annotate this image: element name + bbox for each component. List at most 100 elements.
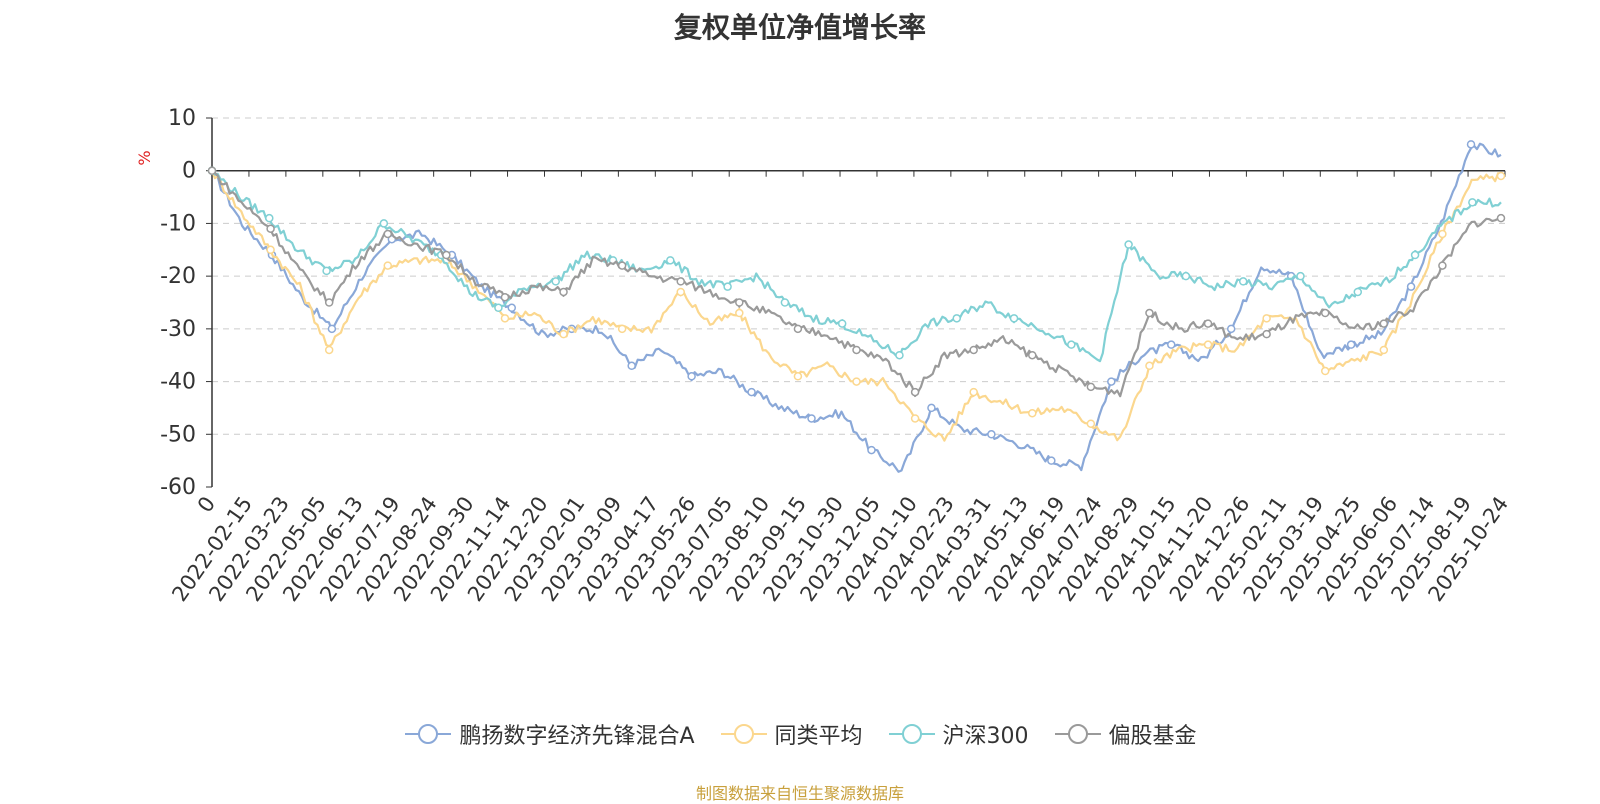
data-point — [837, 319, 847, 328]
data-point — [324, 345, 334, 355]
data-point — [494, 303, 503, 313]
y-tick-label: -60 — [160, 475, 196, 500]
data-point — [627, 361, 636, 371]
data-point — [1226, 324, 1236, 334]
data-point — [1028, 408, 1037, 418]
data-point — [266, 245, 275, 255]
data-point — [987, 430, 996, 439]
y-axis-unit: % — [135, 150, 154, 165]
legend-item-equity-funds[interactable]: 偏股基金 — [1053, 718, 1197, 750]
data-point — [327, 324, 337, 334]
y-tick-label: -10 — [160, 211, 196, 236]
data-point — [1203, 319, 1213, 328]
y-tick-label: 0 — [182, 159, 196, 184]
data-point — [1296, 271, 1305, 281]
data-point — [747, 387, 756, 397]
data-point — [442, 250, 451, 260]
legend-label: 鹏扬数字经济先锋混合A — [459, 724, 695, 749]
data-point — [895, 350, 904, 360]
data-point — [559, 287, 568, 297]
data-point — [1124, 240, 1133, 249]
data-point — [1406, 282, 1416, 291]
data-point — [383, 261, 393, 270]
data-point — [723, 282, 732, 291]
data-point — [687, 372, 696, 381]
data-point — [1262, 314, 1271, 323]
data-point — [379, 219, 389, 228]
data-point — [1086, 419, 1096, 428]
data-point — [1353, 287, 1363, 297]
data-point — [1262, 329, 1271, 339]
series-line — [211, 170, 1502, 363]
data-point — [1496, 171, 1506, 181]
data-point — [1145, 308, 1154, 318]
data-point — [1346, 340, 1356, 349]
legend-marker-icon — [405, 724, 452, 744]
data-point — [666, 256, 675, 265]
line-chart: 100-10-20-30-40-50-60%02022-02-152022-03… — [135, 106, 1513, 606]
data-point — [617, 261, 627, 270]
data-point — [793, 372, 803, 381]
data-point — [1086, 382, 1096, 392]
data-point — [1496, 213, 1506, 223]
data-point — [867, 445, 876, 455]
series-line — [211, 142, 1502, 473]
legend-marker-icon — [720, 724, 767, 744]
chart-title: 复权单位净值增长率 — [673, 11, 926, 44]
data-point — [1181, 271, 1191, 281]
legend-label: 沪深300 — [942, 724, 1029, 749]
data-point — [1466, 140, 1476, 149]
series-line — [210, 170, 1502, 442]
data-point — [500, 292, 510, 302]
data-point — [1145, 361, 1154, 371]
y-tick-label: -40 — [160, 370, 196, 395]
data-point — [910, 414, 920, 423]
legend-marker-icon — [1054, 724, 1101, 744]
data-point — [1410, 250, 1420, 260]
legend-item-csi300[interactable]: 沪深300 — [887, 718, 1029, 750]
data-point — [559, 329, 568, 339]
y-tick-label: -30 — [160, 317, 196, 342]
data-point — [676, 277, 685, 286]
data-point — [676, 287, 685, 297]
data-point — [507, 303, 517, 313]
legend-item-peer-average[interactable]: 同类平均 — [719, 718, 863, 750]
data-point — [1203, 340, 1213, 349]
data-point — [793, 324, 803, 334]
data-point — [852, 377, 861, 386]
legend-label: 偏股基金 — [1108, 724, 1197, 749]
source-note: 制图数据来自恒生聚源数据库 — [695, 784, 904, 803]
data-point — [780, 298, 790, 307]
data-point — [1320, 366, 1330, 376]
data-point — [207, 166, 217, 175]
data-point — [1107, 377, 1116, 386]
legend: 鹏扬数字经济先锋混合A 同类平均 沪深300 偏股基金 — [0, 718, 1600, 750]
y-tick-label: -50 — [160, 422, 196, 447]
data-point — [617, 324, 627, 334]
data-point — [324, 298, 334, 307]
data-point — [1438, 261, 1447, 270]
data-point — [1379, 319, 1389, 328]
data-point — [735, 298, 744, 307]
data-point — [266, 224, 275, 233]
data-point — [1438, 229, 1447, 239]
data-point — [952, 314, 962, 323]
data-point — [969, 387, 978, 397]
data-point — [265, 213, 274, 223]
data-point — [383, 229, 393, 239]
data-point — [735, 308, 744, 318]
series-line — [211, 169, 1502, 398]
data-point — [1047, 456, 1056, 465]
y-tick-label: 10 — [168, 106, 196, 131]
legend-item-fund[interactable]: 鹏扬数字经济先锋混合A — [403, 718, 695, 750]
data-point — [807, 414, 816, 423]
x-tick-label: 0 — [193, 492, 220, 517]
data-point — [1468, 198, 1477, 207]
data-point — [852, 345, 861, 355]
data-point — [1320, 308, 1330, 318]
y-tick-label: -20 — [160, 264, 196, 289]
data-point — [910, 387, 920, 397]
legend-marker-icon — [888, 724, 935, 744]
data-point — [969, 345, 978, 355]
data-point — [1009, 314, 1019, 323]
